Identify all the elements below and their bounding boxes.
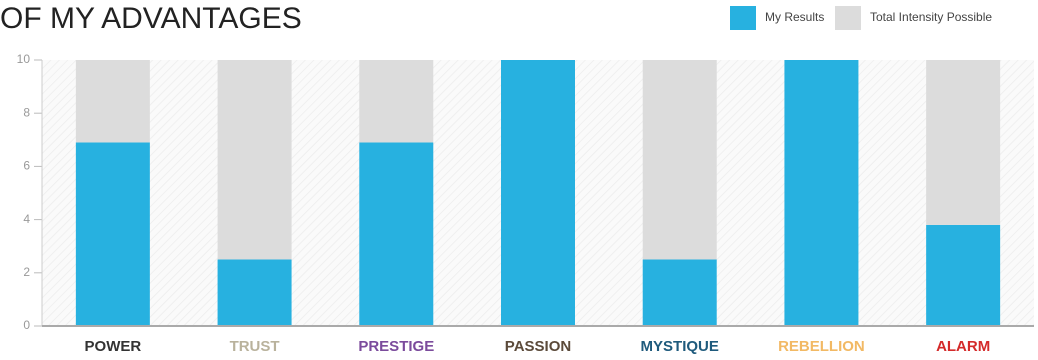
- chart-title: OF MY ADVANTAGES: [0, 2, 302, 35]
- legend-swatch: [835, 6, 861, 30]
- x-tick-label: POWER: [85, 338, 142, 355]
- x-tick-label: TRUST: [230, 338, 280, 355]
- bar-segment: [926, 60, 1001, 225]
- legend-label: My Results: [765, 10, 824, 24]
- legend-label: Total Intensity Possible: [870, 10, 992, 24]
- bar-segment: [784, 60, 859, 326]
- x-tick-label: REBELLION: [778, 338, 865, 355]
- bar-segment: [501, 60, 575, 326]
- bar-segment: [359, 60, 434, 143]
- x-tick-label: MYSTIQUE: [641, 338, 719, 355]
- bar-segment: [926, 224, 1001, 326]
- bar-segment: [217, 60, 292, 260]
- y-tick-label: 4: [23, 212, 30, 226]
- x-tick-label: PASSION: [505, 338, 571, 355]
- bar-segment: [642, 60, 717, 260]
- bar-segment: [75, 60, 150, 143]
- x-tick-label: PRESTIGE: [358, 338, 434, 355]
- y-tick-label: 10: [17, 52, 31, 66]
- x-tick-label: ALARM: [936, 338, 990, 355]
- y-tick-label: 8: [23, 105, 30, 119]
- bar-segment: [642, 259, 717, 326]
- y-tick-label: 0: [23, 318, 30, 332]
- y-tick-label: 6: [23, 159, 30, 173]
- legend-swatch: [730, 6, 756, 30]
- bar-segment: [359, 142, 434, 326]
- bar-segment: [75, 142, 150, 326]
- y-tick-label: 2: [23, 265, 30, 279]
- bar-segment: [217, 259, 292, 326]
